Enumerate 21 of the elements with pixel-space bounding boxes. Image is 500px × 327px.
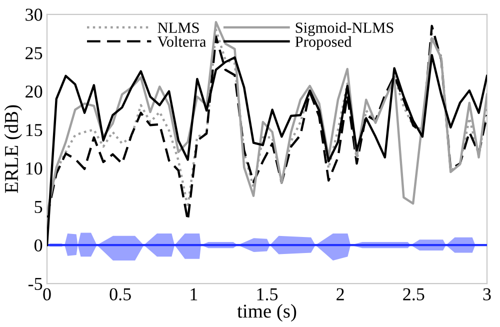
y-tick-label: 15 [26,124,42,136]
y-tick-label: 10 [26,162,42,175]
x-tick-label: 2.5 [403,288,424,300]
x-tick-label: 0.5 [110,288,131,300]
y-tick-label: 0 [34,239,42,252]
x-tick-label: 2 [336,288,344,300]
x-tick-label: 3 [483,288,491,300]
y-axis-title: ERLE (dB) [4,105,22,193]
y-tick-label: 25 [26,47,42,60]
x-tick-label: 0 [43,288,51,300]
x-axis-title: time (s) [237,304,296,322]
y-tick-label: 5 [34,201,42,214]
x-tick-label: 1.5 [257,288,278,300]
x-tick-label: 1 [190,288,198,300]
y-tick-label: -5 [28,278,42,290]
legend-label: Sigmoid-NLMS [296,22,394,36]
legend-label: Volterra [157,36,206,47]
y-tick-label: 20 [26,86,42,98]
y-tick-label: 30 [26,8,42,21]
legend-label: Proposed [295,36,352,50]
legend-label: NLMS [158,22,199,33]
